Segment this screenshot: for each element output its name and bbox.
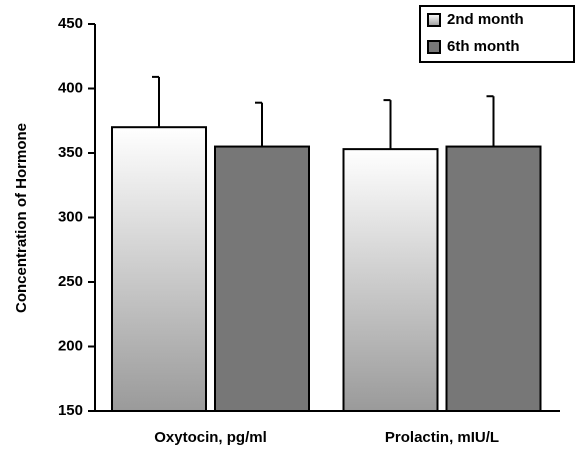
legend-swatch bbox=[427, 40, 441, 54]
bar bbox=[445, 145, 542, 413]
legend-box bbox=[419, 5, 575, 63]
y-axis-label: Concentration of Hormone bbox=[13, 123, 30, 313]
x-tick-label: Prolactin, mIU/L bbox=[385, 429, 499, 446]
y-tick-label: 400 bbox=[58, 79, 83, 96]
bar bbox=[111, 126, 207, 412]
y-tick-label: 300 bbox=[58, 208, 83, 225]
y-tick-label: 150 bbox=[58, 402, 83, 419]
y-tick-label: 200 bbox=[58, 337, 83, 354]
bar bbox=[214, 145, 310, 413]
legend-label: 2nd month bbox=[447, 11, 524, 28]
y-tick-label: 450 bbox=[58, 15, 83, 32]
y-tick-label: 250 bbox=[58, 273, 83, 290]
legend-label: 6th month bbox=[447, 38, 520, 55]
legend-swatch bbox=[427, 13, 441, 27]
y-tick-label: 350 bbox=[58, 144, 83, 161]
bar bbox=[342, 148, 439, 412]
x-tick-label: Oxytocin, pg/ml bbox=[154, 429, 267, 446]
